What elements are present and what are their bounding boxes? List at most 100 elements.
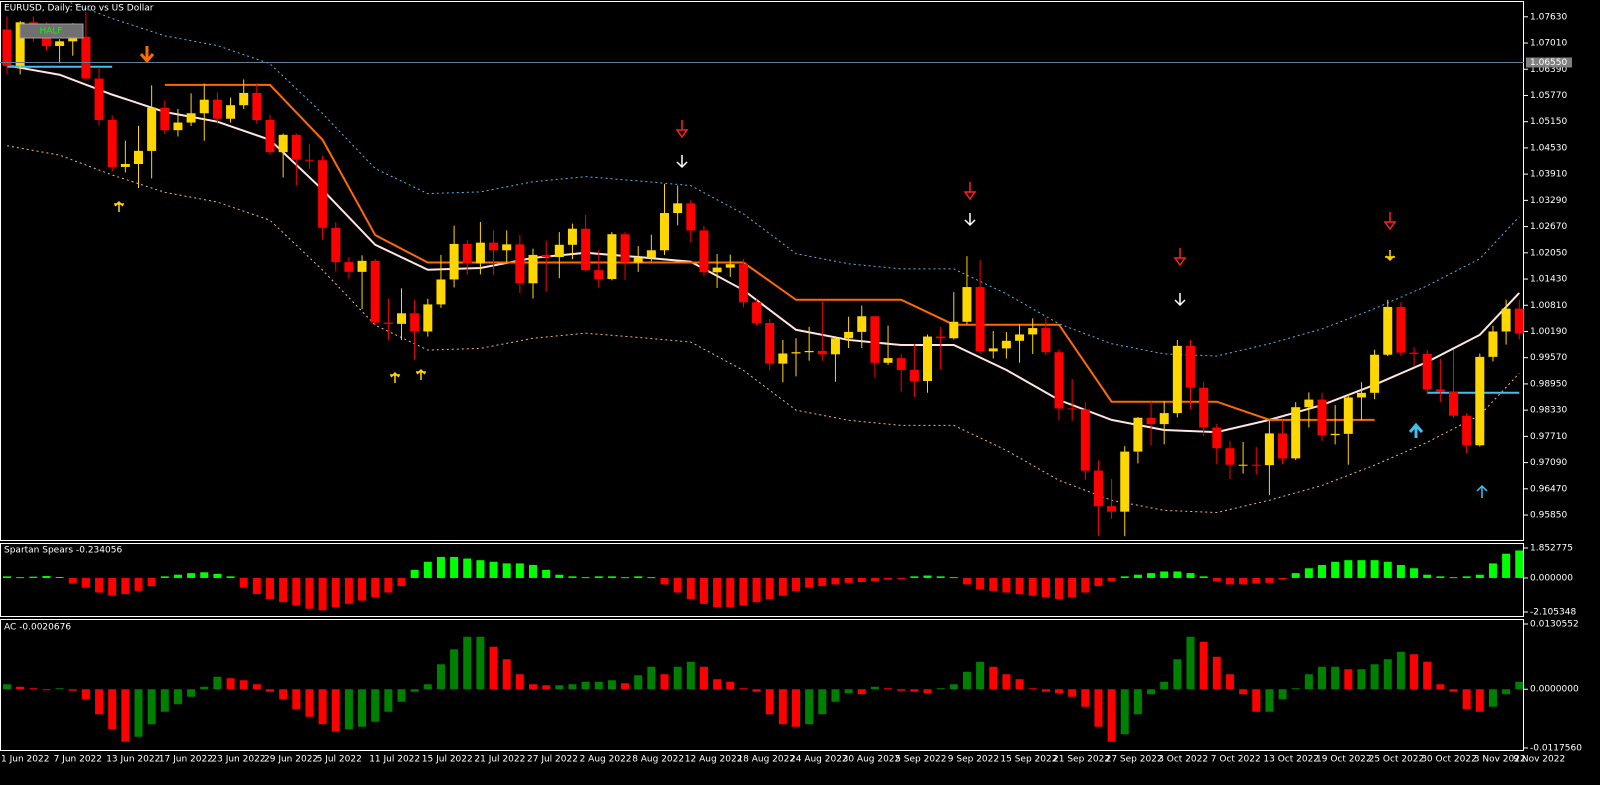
histogram-bar xyxy=(831,577,840,585)
histogram-bar xyxy=(529,565,537,578)
x-tick-label: 27 Jul 2022 xyxy=(527,755,578,765)
histogram-bar xyxy=(1344,669,1353,690)
histogram-bar xyxy=(870,686,879,690)
x-tick-label: 13 Oct 2022 xyxy=(1263,755,1319,765)
histogram-bar xyxy=(1449,689,1458,692)
histogram-bar xyxy=(542,685,551,690)
half-button-label[interactable]: HALF xyxy=(39,27,62,37)
histogram-bar xyxy=(3,684,11,690)
histogram-bar xyxy=(305,577,314,609)
histogram-bar xyxy=(857,577,866,583)
candle-body xyxy=(1041,328,1051,353)
y-tick-label: 0.96470 xyxy=(1530,484,1567,494)
spears-frame xyxy=(0,543,1524,617)
histogram-bar xyxy=(686,661,695,690)
y-tick-label: 1.07630 xyxy=(1530,12,1567,22)
candle-body xyxy=(134,150,143,164)
histogram-bar xyxy=(989,666,998,690)
histogram-bar xyxy=(1252,689,1261,712)
candle-body xyxy=(1159,413,1169,425)
histogram-bar xyxy=(739,688,748,690)
histogram-bar xyxy=(397,689,406,702)
half-button[interactable] xyxy=(19,23,84,39)
histogram-bar xyxy=(1239,689,1248,695)
candle-body xyxy=(1264,433,1274,466)
histogram-bar xyxy=(1370,664,1379,690)
histogram-bar xyxy=(1173,571,1182,578)
candle-body xyxy=(1067,408,1077,410)
histogram-bar xyxy=(55,688,64,690)
histogram-bar xyxy=(1462,689,1471,710)
candle-body xyxy=(554,244,564,258)
candle-body xyxy=(1080,409,1090,471)
histogram-bar xyxy=(1041,689,1050,692)
histogram-bar xyxy=(1436,576,1445,578)
histogram-bar xyxy=(55,576,64,578)
candle-body xyxy=(883,358,893,363)
candle-body xyxy=(344,262,354,272)
candle-body xyxy=(870,316,880,363)
histogram-bar xyxy=(1120,689,1129,735)
histogram-bar xyxy=(1225,577,1234,585)
histogram-bar xyxy=(436,556,445,578)
histogram-bar xyxy=(686,577,695,599)
histogram-bar xyxy=(239,680,248,690)
histogram-bar xyxy=(1173,659,1182,690)
histogram-bar xyxy=(726,577,735,608)
candle-body xyxy=(239,92,249,106)
histogram-bar xyxy=(621,577,630,579)
candle-body xyxy=(212,99,222,119)
histogram-bar xyxy=(213,573,222,578)
x-tick-label: 3 Oct 2022 xyxy=(1158,755,1208,765)
candle-body xyxy=(278,134,288,153)
histogram-bar xyxy=(226,678,235,690)
candle-body xyxy=(975,287,985,352)
histogram-bar xyxy=(42,576,51,578)
candle-body xyxy=(515,244,525,284)
histogram-bar xyxy=(792,577,800,591)
x-tick-label: 19 Oct 2022 xyxy=(1316,755,1372,765)
candle-body xyxy=(370,260,380,323)
histogram-bar xyxy=(870,577,879,582)
histogram-bar xyxy=(1160,571,1169,578)
histogram-bar xyxy=(450,649,459,690)
histogram-bar xyxy=(581,577,590,579)
histogram-bar xyxy=(713,577,722,608)
candle-body xyxy=(909,369,919,381)
histogram-bar xyxy=(515,674,524,690)
histogram-bar xyxy=(792,689,800,727)
histogram-bar xyxy=(818,577,827,587)
candle-body xyxy=(331,227,341,263)
candle-body xyxy=(923,336,932,381)
candle-body xyxy=(1501,308,1511,332)
histogram-bar xyxy=(121,577,130,595)
histogram-bar xyxy=(699,577,708,604)
histogram-bar xyxy=(476,636,485,690)
histogram-bar xyxy=(831,689,840,702)
candle-body xyxy=(830,338,840,355)
histogram-bar xyxy=(1515,550,1524,578)
candle-body xyxy=(1001,340,1011,349)
histogram-bar xyxy=(634,675,643,690)
candle-body xyxy=(1383,306,1393,355)
histogram-bar xyxy=(897,689,906,691)
histogram-bar xyxy=(660,577,669,585)
histogram-bar xyxy=(542,569,551,578)
histogram-bar xyxy=(160,576,169,578)
histogram-bar xyxy=(1107,689,1116,742)
histogram-bar xyxy=(844,577,853,583)
candle-body xyxy=(318,160,328,228)
candle-body xyxy=(502,244,512,251)
candle-body xyxy=(383,322,393,324)
y-tick-label: 0.99570 xyxy=(1530,353,1567,363)
candle-body xyxy=(291,134,301,160)
histogram-bar xyxy=(805,577,814,588)
x-tick-label: 8 Aug 2022 xyxy=(632,755,684,765)
histogram-bar xyxy=(344,689,353,730)
histogram-bar xyxy=(989,577,998,591)
y-tick-label: -2.105348 xyxy=(1530,608,1576,618)
histogram-bar xyxy=(384,689,393,712)
histogram-bar xyxy=(1462,576,1471,578)
candle-body xyxy=(423,304,433,332)
